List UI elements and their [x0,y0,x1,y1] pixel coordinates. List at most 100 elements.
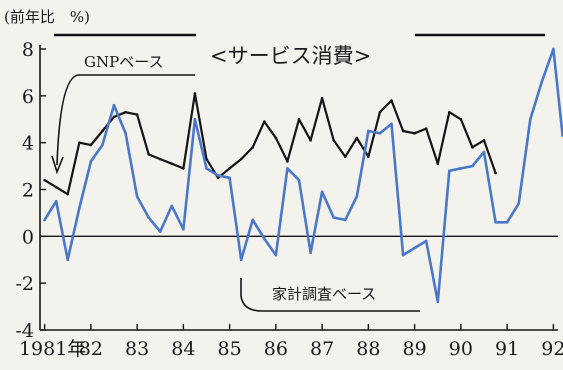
x-tick-label: 84 [171,338,195,360]
unit-label: (前年比 %) [4,8,90,26]
household-annotation: 家計調査ベース [240,278,420,312]
x-tick-label: 83 [125,338,149,360]
data-point-GNP [343,155,347,159]
data-point-GNP [286,160,289,163]
data-point-household [228,176,231,180]
data-point-household [124,132,127,135]
data-point-household [332,216,335,219]
data-point-household [390,122,393,126]
data-point-GNP [494,171,497,175]
data-point-household [378,132,382,135]
data-point-GNP [320,96,324,100]
data-point-GNP [205,157,208,161]
data-point-GNP [390,99,393,102]
data-point-household [170,204,174,208]
data-point-GNP [251,146,255,149]
data-point-household [343,218,347,222]
data-point-household [43,218,46,222]
data-point-household [401,253,405,257]
data-point-GNP [216,176,220,180]
data-point-household [436,300,440,304]
data-point-GNP [147,153,150,156]
household-pointer [240,278,420,312]
data-point-household [540,80,544,84]
data-point-household [54,199,58,203]
data-point-GNP [413,132,416,135]
data-point-GNP [193,92,197,95]
x-tick-label: 92 [541,338,563,360]
data-point-GNP [471,146,474,149]
data-point-GNP [459,117,463,121]
x-tick-label: 82 [79,338,103,360]
gnp-label: GNPベース [84,53,163,71]
series-line-household [43,47,563,304]
data-point-household [494,220,497,224]
y-tick-label: 0 [22,226,34,248]
data-point-household [355,195,359,198]
x-tick-label: 89 [403,338,427,360]
data-point-household [274,253,278,257]
data-point-household [263,237,266,240]
data-point-household [66,258,70,262]
data-point-GNP [378,110,382,114]
x-tick-label: 1981年 [19,338,86,360]
data-point-GNP [424,127,428,130]
household-label: 家計調査ベース [272,285,376,303]
data-point-GNP [297,117,301,121]
data-point-household [101,143,104,147]
x-tick-label: 86 [264,338,288,360]
data-point-household [528,117,532,121]
data-point-GNP [54,185,58,189]
data-point-household [193,117,197,121]
data-point-GNP [135,113,139,116]
data-point-household [482,150,486,154]
data-point-GNP [309,139,312,142]
data-point-household [147,216,150,219]
data-point-household [552,47,555,51]
data-point-household [239,258,243,262]
data-point-household [517,202,520,205]
data-point-GNP [239,157,243,161]
data-point-household [89,160,93,163]
data-point-household [205,167,208,170]
data-point-household [320,190,324,194]
y-tick-label: 2 [22,180,34,202]
data-point-GNP [78,141,81,144]
y-axis: 8 6 4 2 0 -2 -4 [15,39,558,342]
x-tick-label: 85 [218,338,242,360]
gnp-pointer [56,74,195,166]
series-layer [43,47,563,304]
data-point-GNP [367,155,370,159]
data-point-household [251,218,255,222]
data-point-GNP [401,129,405,133]
data-point-household [309,251,312,255]
x-tick-label: 88 [356,338,380,360]
data-point-GNP [158,157,162,161]
data-point-GNP [228,167,231,170]
data-point-household [112,103,116,107]
y-tick-label: 8 [22,39,34,61]
gnp-annotation: GNPベース [51,53,195,175]
data-point-household [158,230,162,233]
data-point-GNP [101,129,104,133]
y-tick-label: 4 [22,133,34,155]
data-point-household [459,167,463,170]
gnp-pointer-arrowhead [51,155,64,175]
data-point-household [448,169,451,173]
data-point-GNP [66,192,70,196]
data-point-GNP [182,167,185,170]
data-point-household [505,220,509,224]
data-point-GNP [332,139,335,142]
data-point-GNP [89,143,93,147]
series-line-GNP [44,92,497,196]
data-point-household [216,174,220,177]
data-point-household [297,178,301,182]
data-point-GNP [112,115,116,119]
data-point-GNP [274,136,278,140]
y-tick-label: -4 [15,320,34,342]
data-point-GNP [124,110,127,114]
data-point-household [471,164,474,168]
y-tick-label: -2 [15,273,34,295]
